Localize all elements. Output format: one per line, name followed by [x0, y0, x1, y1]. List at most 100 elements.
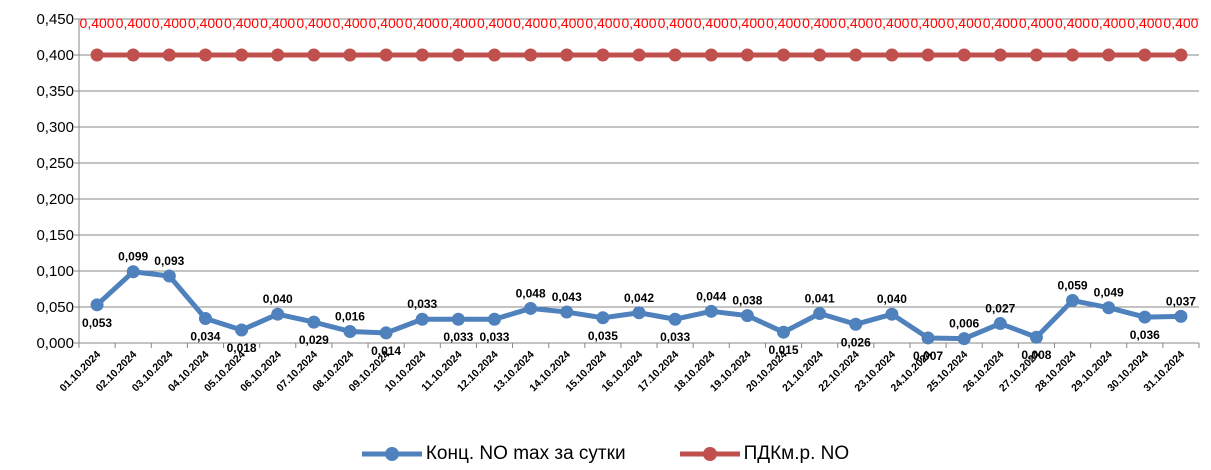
data-point — [1029, 330, 1043, 344]
data-point — [560, 48, 574, 62]
data-point — [704, 48, 718, 62]
data-point — [524, 48, 538, 62]
data-point — [235, 48, 249, 62]
data-point — [1174, 48, 1188, 62]
y-tick-label: 0,350 — [36, 83, 74, 100]
data-point — [271, 307, 285, 321]
data-point — [235, 323, 249, 337]
data-label: 0,099 — [118, 250, 148, 264]
y-tick-label: 0,050 — [36, 299, 74, 316]
data-point — [1138, 310, 1152, 324]
data-label: 0,400 — [658, 15, 693, 31]
data-point — [1138, 48, 1152, 62]
data-point — [560, 305, 574, 319]
data-point — [813, 48, 827, 62]
data-point — [596, 311, 610, 325]
legend-item-no-concentration: Конц. NO max за сутки — [361, 443, 626, 465]
data-label: 0,400 — [694, 15, 729, 31]
data-label: 0,400 — [188, 15, 223, 31]
data-label: 0,400 — [513, 15, 548, 31]
data-point — [777, 325, 791, 339]
data-point — [957, 48, 971, 62]
data-point — [1066, 48, 1080, 62]
data-label: 0,400 — [260, 15, 295, 31]
data-label: 0,093 — [154, 254, 184, 268]
data-point — [487, 48, 501, 62]
data-point — [921, 48, 935, 62]
data-point — [849, 317, 863, 331]
data-point — [1029, 48, 1043, 62]
data-point — [849, 48, 863, 62]
y-tick-label: 0,450 — [36, 11, 74, 28]
data-label: 0,027 — [985, 302, 1015, 316]
data-label: 0,016 — [335, 309, 365, 323]
data-label: 0,059 — [1058, 279, 1088, 293]
data-point — [198, 48, 212, 62]
data-point — [307, 315, 321, 329]
data-point — [271, 48, 285, 62]
data-point — [596, 48, 610, 62]
data-point — [993, 317, 1007, 331]
data-label: 0,400 — [1127, 15, 1162, 31]
data-point — [813, 306, 827, 320]
data-point — [1102, 301, 1116, 315]
data-label: 0,033 — [660, 330, 690, 344]
data-point — [921, 331, 935, 345]
data-label: 0,040 — [877, 292, 907, 306]
data-label: 0,037 — [1166, 294, 1196, 308]
data-label: 0,400 — [116, 15, 151, 31]
data-point — [777, 48, 791, 62]
data-point — [487, 312, 501, 326]
data-point — [668, 48, 682, 62]
data-label: 0,400 — [405, 15, 440, 31]
data-label: 0,053 — [82, 316, 112, 330]
data-label: 0,049 — [1094, 286, 1124, 300]
data-point — [126, 265, 140, 279]
data-point — [885, 48, 899, 62]
data-point — [957, 332, 971, 346]
data-label: 0,400 — [441, 15, 476, 31]
y-tick-label: 0,150 — [36, 227, 74, 244]
data-label: 0,400 — [549, 15, 584, 31]
y-tick-label: 0,250 — [36, 155, 74, 172]
data-point — [198, 312, 212, 326]
data-label: 0,044 — [696, 289, 726, 303]
data-label: 0,400 — [802, 15, 837, 31]
data-label: 0,400 — [1055, 15, 1090, 31]
data-label: 0,400 — [766, 15, 801, 31]
data-label: 0,400 — [947, 15, 982, 31]
data-label: 0,015 — [769, 343, 799, 357]
data-label: 0,006 — [949, 317, 979, 331]
y-tick-label: 0,300 — [36, 119, 74, 136]
data-label: 0,033 — [443, 330, 473, 344]
data-point — [451, 48, 465, 62]
y-tick-label: 0,000 — [36, 335, 74, 352]
y-tick-label: 0,200 — [36, 191, 74, 208]
data-point — [993, 48, 1007, 62]
data-point — [126, 48, 140, 62]
data-point — [1174, 309, 1188, 323]
data-point — [632, 306, 646, 320]
data-label: 0,400 — [332, 15, 367, 31]
data-label: 0,400 — [224, 15, 259, 31]
data-label: 0,400 — [1019, 15, 1054, 31]
data-label: 0,035 — [588, 329, 618, 343]
data-label: 0,400 — [1163, 15, 1198, 31]
data-label: 0,400 — [477, 15, 512, 31]
data-label: 0,033 — [407, 297, 437, 311]
data-label: 0,026 — [841, 335, 871, 349]
data-point — [307, 48, 321, 62]
data-point — [1066, 294, 1080, 308]
data-point — [343, 324, 357, 338]
data-label: 0,400 — [983, 15, 1018, 31]
data-label: 0,400 — [1091, 15, 1126, 31]
data-point — [162, 48, 176, 62]
data-label: 0,014 — [371, 344, 401, 358]
data-label: 0,033 — [479, 330, 509, 344]
data-label: 0,400 — [874, 15, 909, 31]
data-label: 0,043 — [552, 290, 582, 304]
data-label: 0,400 — [296, 15, 331, 31]
y-tick-label: 0,400 — [36, 47, 74, 64]
data-point — [415, 312, 429, 326]
data-label: 0,400 — [80, 15, 115, 31]
